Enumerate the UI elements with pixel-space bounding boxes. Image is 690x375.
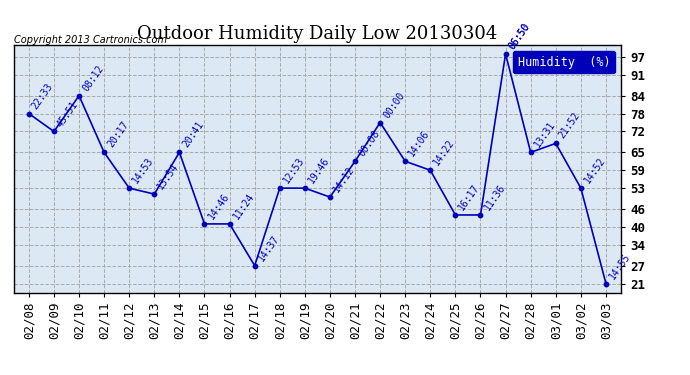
Text: 14:55: 14:55 (607, 251, 632, 281)
Point (249, 262, 260, 268)
Point (475, 212, 486, 218)
Legend: Humidity  (%): Humidity (%) (513, 51, 615, 74)
Point (500, 51, 511, 57)
Point (48, 129, 59, 135)
Point (149, 191, 160, 197)
Text: 21:52: 21:52 (557, 111, 582, 141)
Text: 11:24: 11:24 (231, 191, 256, 221)
Point (400, 158, 411, 164)
Text: 06:50: 06:50 (507, 21, 532, 51)
Point (350, 158, 361, 164)
Point (174, 149, 185, 155)
Text: 22:33: 22:33 (30, 81, 55, 111)
Point (23, 111, 34, 117)
Text: 14:37: 14:37 (256, 233, 281, 263)
Text: 16:17: 16:17 (457, 182, 482, 212)
Text: 14:53: 14:53 (130, 156, 156, 185)
Text: 14:52: 14:52 (582, 156, 607, 185)
Point (274, 185, 285, 191)
Text: 14:22: 14:22 (432, 138, 457, 168)
Text: 19:46: 19:46 (306, 156, 331, 185)
Text: 00:08: 00:08 (357, 129, 382, 159)
Point (299, 185, 310, 191)
Text: 14:46: 14:46 (206, 191, 231, 221)
Text: 20:17: 20:17 (106, 120, 130, 150)
Point (99, 149, 110, 155)
Point (199, 221, 210, 227)
Text: 14:06: 14:06 (406, 129, 432, 159)
Text: 45:51: 45:51 (55, 99, 80, 129)
Point (425, 167, 436, 173)
Text: Copyright 2013 Cartronics.com: Copyright 2013 Cartronics.com (14, 35, 167, 45)
Text: 00:00: 00:00 (382, 90, 406, 120)
Point (550, 140, 561, 146)
Text: 20:41: 20:41 (181, 120, 206, 150)
Point (74, 93, 85, 99)
Point (600, 280, 611, 286)
Text: 12:53: 12:53 (281, 156, 306, 185)
Title: Outdoor Humidity Daily Low 20130304: Outdoor Humidity Daily Low 20130304 (137, 26, 497, 44)
Point (375, 120, 386, 126)
Point (450, 212, 461, 218)
Text: 06:50: 06:50 (507, 21, 532, 51)
Text: 13:31: 13:31 (532, 120, 557, 150)
Text: 11:36: 11:36 (482, 182, 507, 212)
Text: 13:54: 13:54 (156, 162, 181, 191)
Text: 14:12: 14:12 (331, 165, 356, 194)
Point (324, 194, 335, 200)
Point (224, 221, 235, 227)
Point (575, 185, 586, 191)
Point (124, 185, 135, 191)
Text: 08:12: 08:12 (81, 63, 106, 93)
Point (525, 149, 536, 155)
